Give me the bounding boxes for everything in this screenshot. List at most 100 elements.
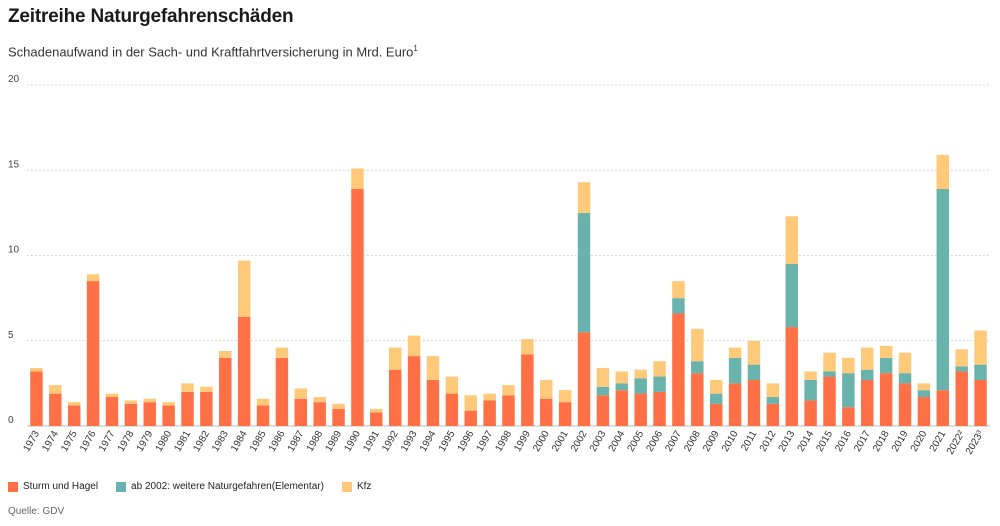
bar-kfz-2005 <box>634 369 647 379</box>
bar-sturm-1991 <box>370 412 383 426</box>
legend-swatch-kfz <box>341 481 352 492</box>
bar-elementar-2018 <box>879 357 893 374</box>
bar-sturm-2021 <box>936 390 950 426</box>
bar-elementar-2005 <box>634 378 647 394</box>
bar-sturm-2013 <box>785 327 798 426</box>
bar-kfz-1977 <box>105 393 119 398</box>
bar-kfz-1978 <box>124 400 138 404</box>
bar-kfz-2010 <box>728 347 742 358</box>
bar-sturm-1984 <box>237 316 251 426</box>
bar-elementar-2019 <box>898 373 912 384</box>
x-tick-label: 2005 <box>626 429 647 454</box>
x-tick-label: 2020 <box>909 429 930 454</box>
x-tick-label: 1975 <box>59 429 80 454</box>
x-tick-label: 1989 <box>324 429 345 454</box>
subtitle-footnote-mark: 1 <box>413 44 418 53</box>
y-tick-label: 5 <box>8 330 14 341</box>
x-tick-label: 2009 <box>701 429 722 454</box>
bar-kfz-2017 <box>861 347 874 370</box>
bar-elementar-2009 <box>709 393 723 404</box>
bar-kfz-1994 <box>426 356 440 380</box>
x-tick-label: 1987 <box>286 429 307 454</box>
bar-elementar-2011 <box>747 364 761 380</box>
bar-sturm-2003 <box>596 395 610 426</box>
bar-sturm-1998 <box>502 395 515 426</box>
bar-sturm-2016 <box>842 407 855 426</box>
bar-kfz-1995 <box>445 376 459 394</box>
x-tick-label: 2016 <box>833 429 854 454</box>
chart-title: Zeitreihe Naturgefahrenschäden <box>8 6 294 27</box>
x-tick-label: 1997 <box>475 429 496 454</box>
x-tick-label: 1992 <box>380 429 401 454</box>
bar-elementar-2010 <box>728 357 742 384</box>
bar-sturm-1977 <box>105 397 119 426</box>
x-tick-label: 1993 <box>399 429 420 454</box>
legend: Sturm und Hagel ab 2002: weitere Naturge… <box>8 481 371 492</box>
bar-kfz-2023³ <box>974 330 987 365</box>
bar-kfz-2000 <box>540 379 553 399</box>
x-tick-label: 2010 <box>720 429 741 454</box>
x-tick-label: 2004 <box>607 429 628 454</box>
x-tick-label: 2015 <box>814 429 835 454</box>
bar-kfz-2018 <box>879 345 893 358</box>
bar-sturm-2022² <box>955 371 968 426</box>
x-tick-label: 1986 <box>267 429 288 454</box>
bar-kfz-1998 <box>502 385 515 396</box>
x-axis-year-labels: 1973197419751976197719781979198019811982… <box>21 428 986 456</box>
x-tick-label: 1995 <box>437 429 458 454</box>
bar-kfz-2001 <box>558 390 572 403</box>
bar-elementar-2002 <box>577 212 591 333</box>
bar-kfz-1988 <box>313 397 326 403</box>
x-tick-label: 1999 <box>512 429 533 454</box>
bar-sturm-1973 <box>30 371 43 426</box>
bar-kfz-2019 <box>898 352 912 374</box>
bar-kfz-2022² <box>955 349 968 367</box>
y-tick-label: 15 <box>8 159 20 170</box>
bar-sturm-1992 <box>388 369 402 426</box>
bar-kfz-2006 <box>653 361 666 377</box>
bar-sturm-2008 <box>691 373 704 426</box>
bar-sturm-1980 <box>162 405 175 426</box>
bar-kfz-1996 <box>464 395 477 411</box>
bar-sturm-2020 <box>917 397 931 426</box>
bar-kfz-1983 <box>219 350 232 358</box>
x-tick-label: 1981 <box>172 429 193 454</box>
bar-kfz-1981 <box>181 383 194 392</box>
bar-kfz-1980 <box>162 402 175 406</box>
bar-elementar-2017 <box>861 369 874 380</box>
bar-kfz-1974 <box>49 385 62 394</box>
bar-sturm-1976 <box>86 281 100 426</box>
x-tick-label: 2023³ <box>964 428 987 456</box>
x-tick-label: 2011 <box>739 429 759 454</box>
x-tick-label: 2003 <box>588 429 609 454</box>
bar-sturm-1975 <box>67 405 81 426</box>
bar-elementar-2008 <box>691 361 704 374</box>
bar-kfz-2011 <box>747 340 761 365</box>
bar-kfz-2004 <box>615 371 629 384</box>
x-tick-label: 1985 <box>248 429 269 454</box>
bar-kfz-1990 <box>351 168 364 190</box>
x-tick-label: 1983 <box>210 429 231 454</box>
x-tick-label: 1979 <box>135 429 156 454</box>
bar-sturm-1990 <box>351 189 364 426</box>
bar-kfz-1992 <box>388 347 402 370</box>
bar-sturm-1996 <box>464 410 477 426</box>
x-tick-label: 2008 <box>682 429 703 454</box>
x-tick-label: 1982 <box>191 429 212 454</box>
source-note: Quelle: GDV <box>8 506 65 517</box>
y-axis-tick-labels: 0 5 10 15 20 <box>8 74 20 426</box>
legend-label-kfz: Kfz <box>356 481 372 492</box>
subtitle-text: Schadenaufwand in der Sach- und Kraftfah… <box>8 44 414 60</box>
bar-elementar-2013 <box>785 264 798 328</box>
bar-kfz-2008 <box>691 328 704 362</box>
x-tick-label: 2013 <box>777 429 798 454</box>
bar-kfz-2016 <box>842 357 855 374</box>
bar-kfz-2003 <box>596 368 610 387</box>
bar-sturm-1986 <box>275 357 289 426</box>
bar-sturm-2009 <box>709 403 723 426</box>
bar-sturm-2012 <box>766 403 780 426</box>
bar-kfz-1985 <box>256 398 270 406</box>
bar-sturm-2001 <box>558 402 572 426</box>
legend-item-elementar: ab 2002: weitere Naturgefahren(Elementar… <box>116 481 324 492</box>
